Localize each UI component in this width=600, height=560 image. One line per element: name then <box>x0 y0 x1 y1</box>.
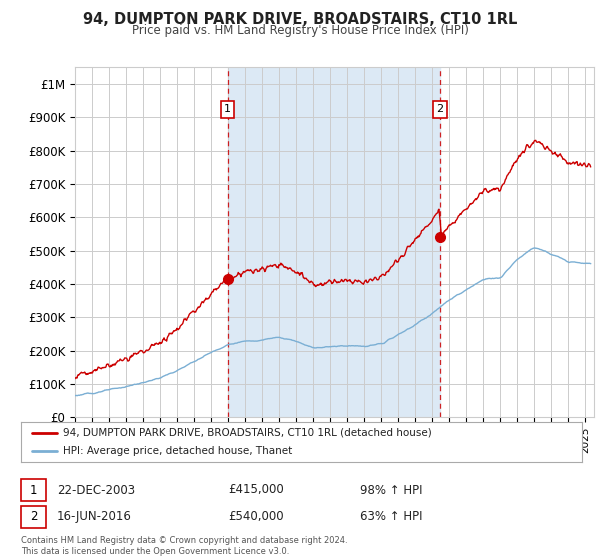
Text: 1: 1 <box>224 104 231 114</box>
Text: 63% ↑ HPI: 63% ↑ HPI <box>360 510 422 524</box>
Text: 2: 2 <box>437 104 444 114</box>
Text: 2: 2 <box>30 510 37 524</box>
Bar <box>227 67 440 417</box>
Text: 94, DUMPTON PARK DRIVE, BROADSTAIRS, CT10 1RL (detached house): 94, DUMPTON PARK DRIVE, BROADSTAIRS, CT1… <box>63 428 432 437</box>
Text: HPI: Average price, detached house, Thanet: HPI: Average price, detached house, Than… <box>63 446 292 456</box>
Text: Contains HM Land Registry data © Crown copyright and database right 2024.
This d: Contains HM Land Registry data © Crown c… <box>21 536 347 556</box>
Text: £540,000: £540,000 <box>228 510 284 524</box>
Text: 94, DUMPTON PARK DRIVE, BROADSTAIRS, CT10 1RL: 94, DUMPTON PARK DRIVE, BROADSTAIRS, CT1… <box>83 12 517 27</box>
Text: Price paid vs. HM Land Registry's House Price Index (HPI): Price paid vs. HM Land Registry's House … <box>131 24 469 36</box>
Text: 1: 1 <box>30 483 37 497</box>
Text: 98% ↑ HPI: 98% ↑ HPI <box>360 483 422 497</box>
Text: 22-DEC-2003: 22-DEC-2003 <box>57 483 135 497</box>
Text: £415,000: £415,000 <box>228 483 284 497</box>
Text: 16-JUN-2016: 16-JUN-2016 <box>57 510 132 524</box>
